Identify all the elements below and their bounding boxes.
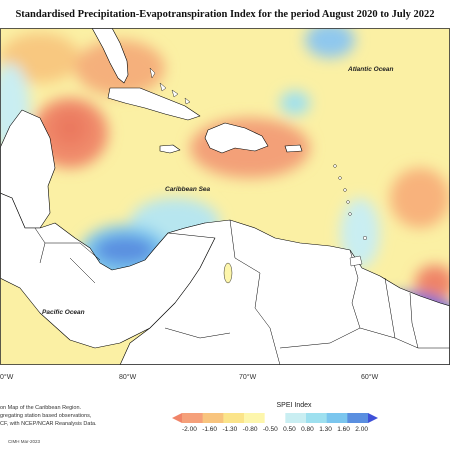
south-america <box>119 219 450 365</box>
longitude-tick: 80°W <box>119 374 137 381</box>
dry-zone-guiana <box>415 265 450 301</box>
legend-swatch <box>285 413 307 423</box>
longitude-tick: 0°W <box>0 374 14 381</box>
legend-colorbar <box>172 413 378 423</box>
lesser-antilles-island <box>363 235 368 240</box>
legend-value: 1.30 <box>319 426 332 433</box>
puerto-rico <box>284 144 303 153</box>
legend-value: -0.80 <box>242 426 258 433</box>
legend-swatch <box>326 413 348 423</box>
bahamas-island <box>149 67 156 79</box>
cuba <box>107 87 201 121</box>
trinidad <box>349 255 363 267</box>
lesser-antilles-island <box>348 212 352 216</box>
legend-swatch <box>223 413 245 423</box>
legend-swatch <box>264 413 286 423</box>
dry-zone-yucatan-core <box>52 110 88 146</box>
lesser-antilles-island <box>343 188 347 192</box>
legend-swatch <box>172 413 182 423</box>
jamaica <box>159 144 181 154</box>
label-atlantic-ocean: Atlantic Ocean <box>348 66 394 73</box>
legend-swatch <box>306 413 327 423</box>
map-title: Standardised Precipitation-Evapotranspir… <box>15 9 435 20</box>
border-brazil <box>279 327 450 349</box>
label-caribbean-sea: Caribbean Sea <box>165 186 211 193</box>
lesser-antilles-island <box>338 176 342 180</box>
bahamas-island <box>184 97 191 105</box>
legend-values: -2.00 -1.60 -1.30 -0.80 -0.50 0.50 0.80 1.30 1.6… <box>182 426 368 433</box>
legend-swatch <box>347 413 369 423</box>
longitude-tick: 60°W <box>361 374 379 381</box>
bahamas-island <box>171 89 179 98</box>
wet-zone-atlantic <box>280 91 310 115</box>
florida <box>91 28 129 84</box>
source-note: gregating station based observations, <box>0 413 92 419</box>
border-colombia-ecuador <box>164 327 231 339</box>
lake-maracaibo <box>223 262 233 284</box>
source-note: on Map of the Caribbean Region. <box>0 405 82 411</box>
source-note: CF, with NCEP/NCAR Reanalysis Data. <box>0 421 97 427</box>
border-nicaragua <box>69 257 96 284</box>
legend-value: -2.00 <box>182 426 197 433</box>
border-guyana-suriname <box>384 277 396 339</box>
legend-value: 0.80 <box>301 426 314 433</box>
bahamas-island <box>159 82 167 92</box>
longitude-tick: 70°W <box>239 374 257 381</box>
lesser-antilles-island <box>333 164 337 168</box>
legend-swatch <box>244 413 265 423</box>
credit-text: CIMH Mar-2023 <box>8 439 41 444</box>
legend-swatch <box>368 413 378 423</box>
legend-value: -1.30 <box>222 426 238 433</box>
spei-map <box>0 28 450 365</box>
legend-value: -0.50 <box>262 426 278 433</box>
dry-zone-east <box>390 168 450 228</box>
wet-zone-panama <box>95 236 155 264</box>
border-honduras <box>45 242 101 261</box>
border-suriname-guiana <box>409 292 419 349</box>
legend-swatch <box>182 413 203 423</box>
hispaniola <box>204 122 269 154</box>
legend-title: SPEI Index <box>276 402 312 409</box>
lesser-antilles-island <box>346 200 350 204</box>
label-pacific-ocean: Pacific Ocean <box>42 309 85 316</box>
legend-value: 1.60 <box>337 426 350 433</box>
legend-value: -1.60 <box>202 426 218 433</box>
legend-value: 0.50 <box>283 426 296 433</box>
wet-zone-north <box>305 28 355 58</box>
legend-value: 2.00 <box>355 426 368 433</box>
legend-swatch <box>202 413 224 423</box>
border-colombia-venezuela <box>229 219 281 365</box>
